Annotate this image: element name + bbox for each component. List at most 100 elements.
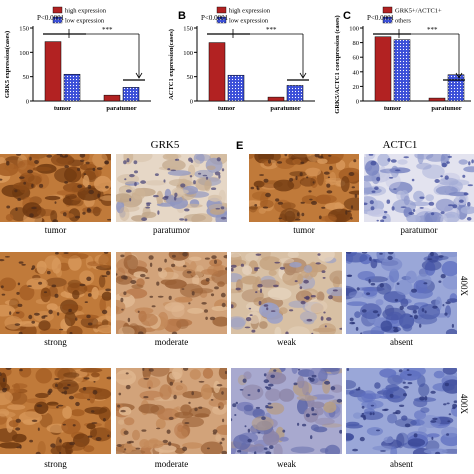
chart-c-pvalue: P<0.0001: [367, 14, 395, 22]
caption-row3-weak: weak: [277, 459, 296, 469]
chart-c-bar: [393, 39, 411, 102]
chart-a-ytick-label: 50: [23, 74, 30, 81]
chart-c-category-label: paratumor: [431, 105, 461, 112]
caption-row2-moderate: moderate: [154, 337, 189, 347]
image-row2-absent: [346, 252, 457, 334]
chart-b-pvalue: P<0.0001: [201, 14, 229, 22]
chart-a-legend-label: low expression: [65, 18, 105, 25]
chart-c-legend-label: GRK5+/ACTC1+: [395, 8, 442, 15]
magnification-label-row3: 400X: [459, 394, 469, 414]
image-grk5-paratumor: [116, 154, 227, 222]
caption-row3-moderate: moderate: [154, 459, 189, 469]
chart-b-ytick-label: 0: [190, 99, 193, 106]
chart-a-significance: ***: [102, 26, 113, 34]
chart-a-ytick-label: 150: [19, 26, 29, 33]
chart-b-bar: [267, 96, 285, 102]
chart-c-bar: [447, 74, 465, 102]
tissue-texture: [116, 154, 227, 222]
chart-c-legend-label: others: [395, 18, 411, 25]
chart-a-bar: [63, 73, 81, 102]
caption-grk5-paratumor: paratumor: [153, 225, 190, 235]
panel-letter-b: B: [178, 10, 186, 22]
chart-c-significance: ***: [427, 26, 438, 34]
image-grk5-tumor: [0, 154, 111, 222]
chart-b-ytick-label: 50: [187, 74, 194, 81]
caption-row2-absent: absent: [390, 337, 413, 347]
chart-c-arrow-head: [455, 72, 463, 79]
chart-b-arrow-head: [299, 72, 307, 79]
image-row3-moderate: [116, 368, 227, 454]
chart-b-ylabel: ACTC1 expression(cases): [168, 29, 175, 100]
chart-a-category-label: paratumor: [106, 105, 136, 112]
chart-b-ytick-label: 100: [183, 50, 193, 57]
panel-letter-c: C: [343, 10, 351, 22]
tissue-texture: [116, 368, 227, 454]
chart-a-bar: [103, 94, 121, 102]
caption-actc1-paratumor: paratumor: [400, 225, 438, 235]
caption-row3-absent: absent: [390, 459, 413, 469]
panel-letter-e: E: [236, 140, 244, 152]
chart-a-ytick-label: 0: [26, 99, 29, 106]
tissue-texture: [346, 368, 457, 454]
chart-a-legend-label: high expression: [65, 8, 107, 15]
tissue-texture: [0, 252, 111, 334]
image-row2-weak: [231, 252, 342, 334]
chart-c-legend-swatch: [382, 16, 393, 24]
chart-a-bar: [122, 87, 140, 102]
tissue-texture: [364, 154, 474, 222]
image-row3-absent: [346, 368, 457, 454]
chart-a-legend-swatch: [52, 6, 63, 14]
chart-a-bar: [44, 41, 62, 102]
chart-c-ytick-label: 60: [353, 55, 360, 62]
grk5-title: GRK5: [150, 139, 180, 151]
caption-grk5-tumor: tumor: [44, 225, 67, 235]
chart-b-category-label: paratumor: [270, 105, 300, 112]
tissue-texture: [0, 154, 111, 222]
actc1-title: ACTC1: [382, 139, 418, 151]
chart-b-legend-label: low expression: [229, 18, 269, 25]
chart-b-ytick-label: 150: [183, 26, 193, 33]
chart-b-legend-swatch: [216, 6, 227, 14]
bar-charts: 0 50 100 150 GRK5 expression(cases) tumor para…: [4, 6, 471, 114]
chart-b-bar: [208, 42, 226, 102]
chart-c-category-label: tumor: [384, 105, 401, 112]
chart-c-ytick-label: 40: [353, 69, 360, 76]
image-actc1-tumor: [249, 154, 359, 222]
caption-row2-strong: strong: [44, 337, 67, 347]
caption-row3-strong: strong: [44, 459, 67, 469]
chart-c-ytick-label: 20: [353, 84, 360, 91]
tissue-texture: [231, 368, 342, 454]
chart-c-legend-swatch: [382, 6, 393, 14]
image-row3-weak: [231, 368, 342, 454]
chart-a-ylabel: GRK5 expression(cases): [4, 31, 11, 98]
tissue-texture: [346, 252, 457, 334]
tissue-texture: [116, 252, 227, 334]
caption-row2-weak: weak: [277, 337, 296, 347]
chart-b-bar: [286, 85, 304, 102]
chart-c-ytick-label: 100: [349, 26, 359, 33]
chart-a-pvalue: P<0.0001: [37, 14, 65, 22]
chart-a-arrow-head: [135, 72, 143, 79]
chart-a-category-label: tumor: [54, 105, 71, 112]
chart-b-bar: [227, 74, 245, 102]
chart-c-bar: [374, 36, 392, 102]
caption-actc1-tumor: tumor: [293, 225, 315, 235]
magnification-label-row2: 400X: [459, 276, 469, 296]
chart-b-legend-label: high expression: [229, 8, 271, 15]
image-actc1-paratumor: [364, 154, 474, 222]
image-row2-strong: [0, 252, 111, 334]
chart-c-ytick-label: 80: [353, 40, 360, 47]
chart-b-legend-swatch: [216, 16, 227, 24]
chart-c-ylabel: GRK5/ACTC1 coexpression (cases): [334, 15, 341, 113]
chart-b-category-label: tumor: [218, 105, 235, 112]
chart-c-ytick-label: 0: [356, 99, 359, 106]
chart-b-significance: ***: [266, 26, 277, 34]
image-row2-moderate: [116, 252, 227, 334]
tissue-texture: [0, 368, 111, 454]
chart-a-legend-swatch: [52, 16, 63, 24]
tissue-texture: [249, 154, 359, 222]
chart-c-bar: [428, 97, 446, 102]
tissue-texture: [231, 252, 342, 334]
chart-a-ytick-label: 100: [19, 50, 29, 57]
